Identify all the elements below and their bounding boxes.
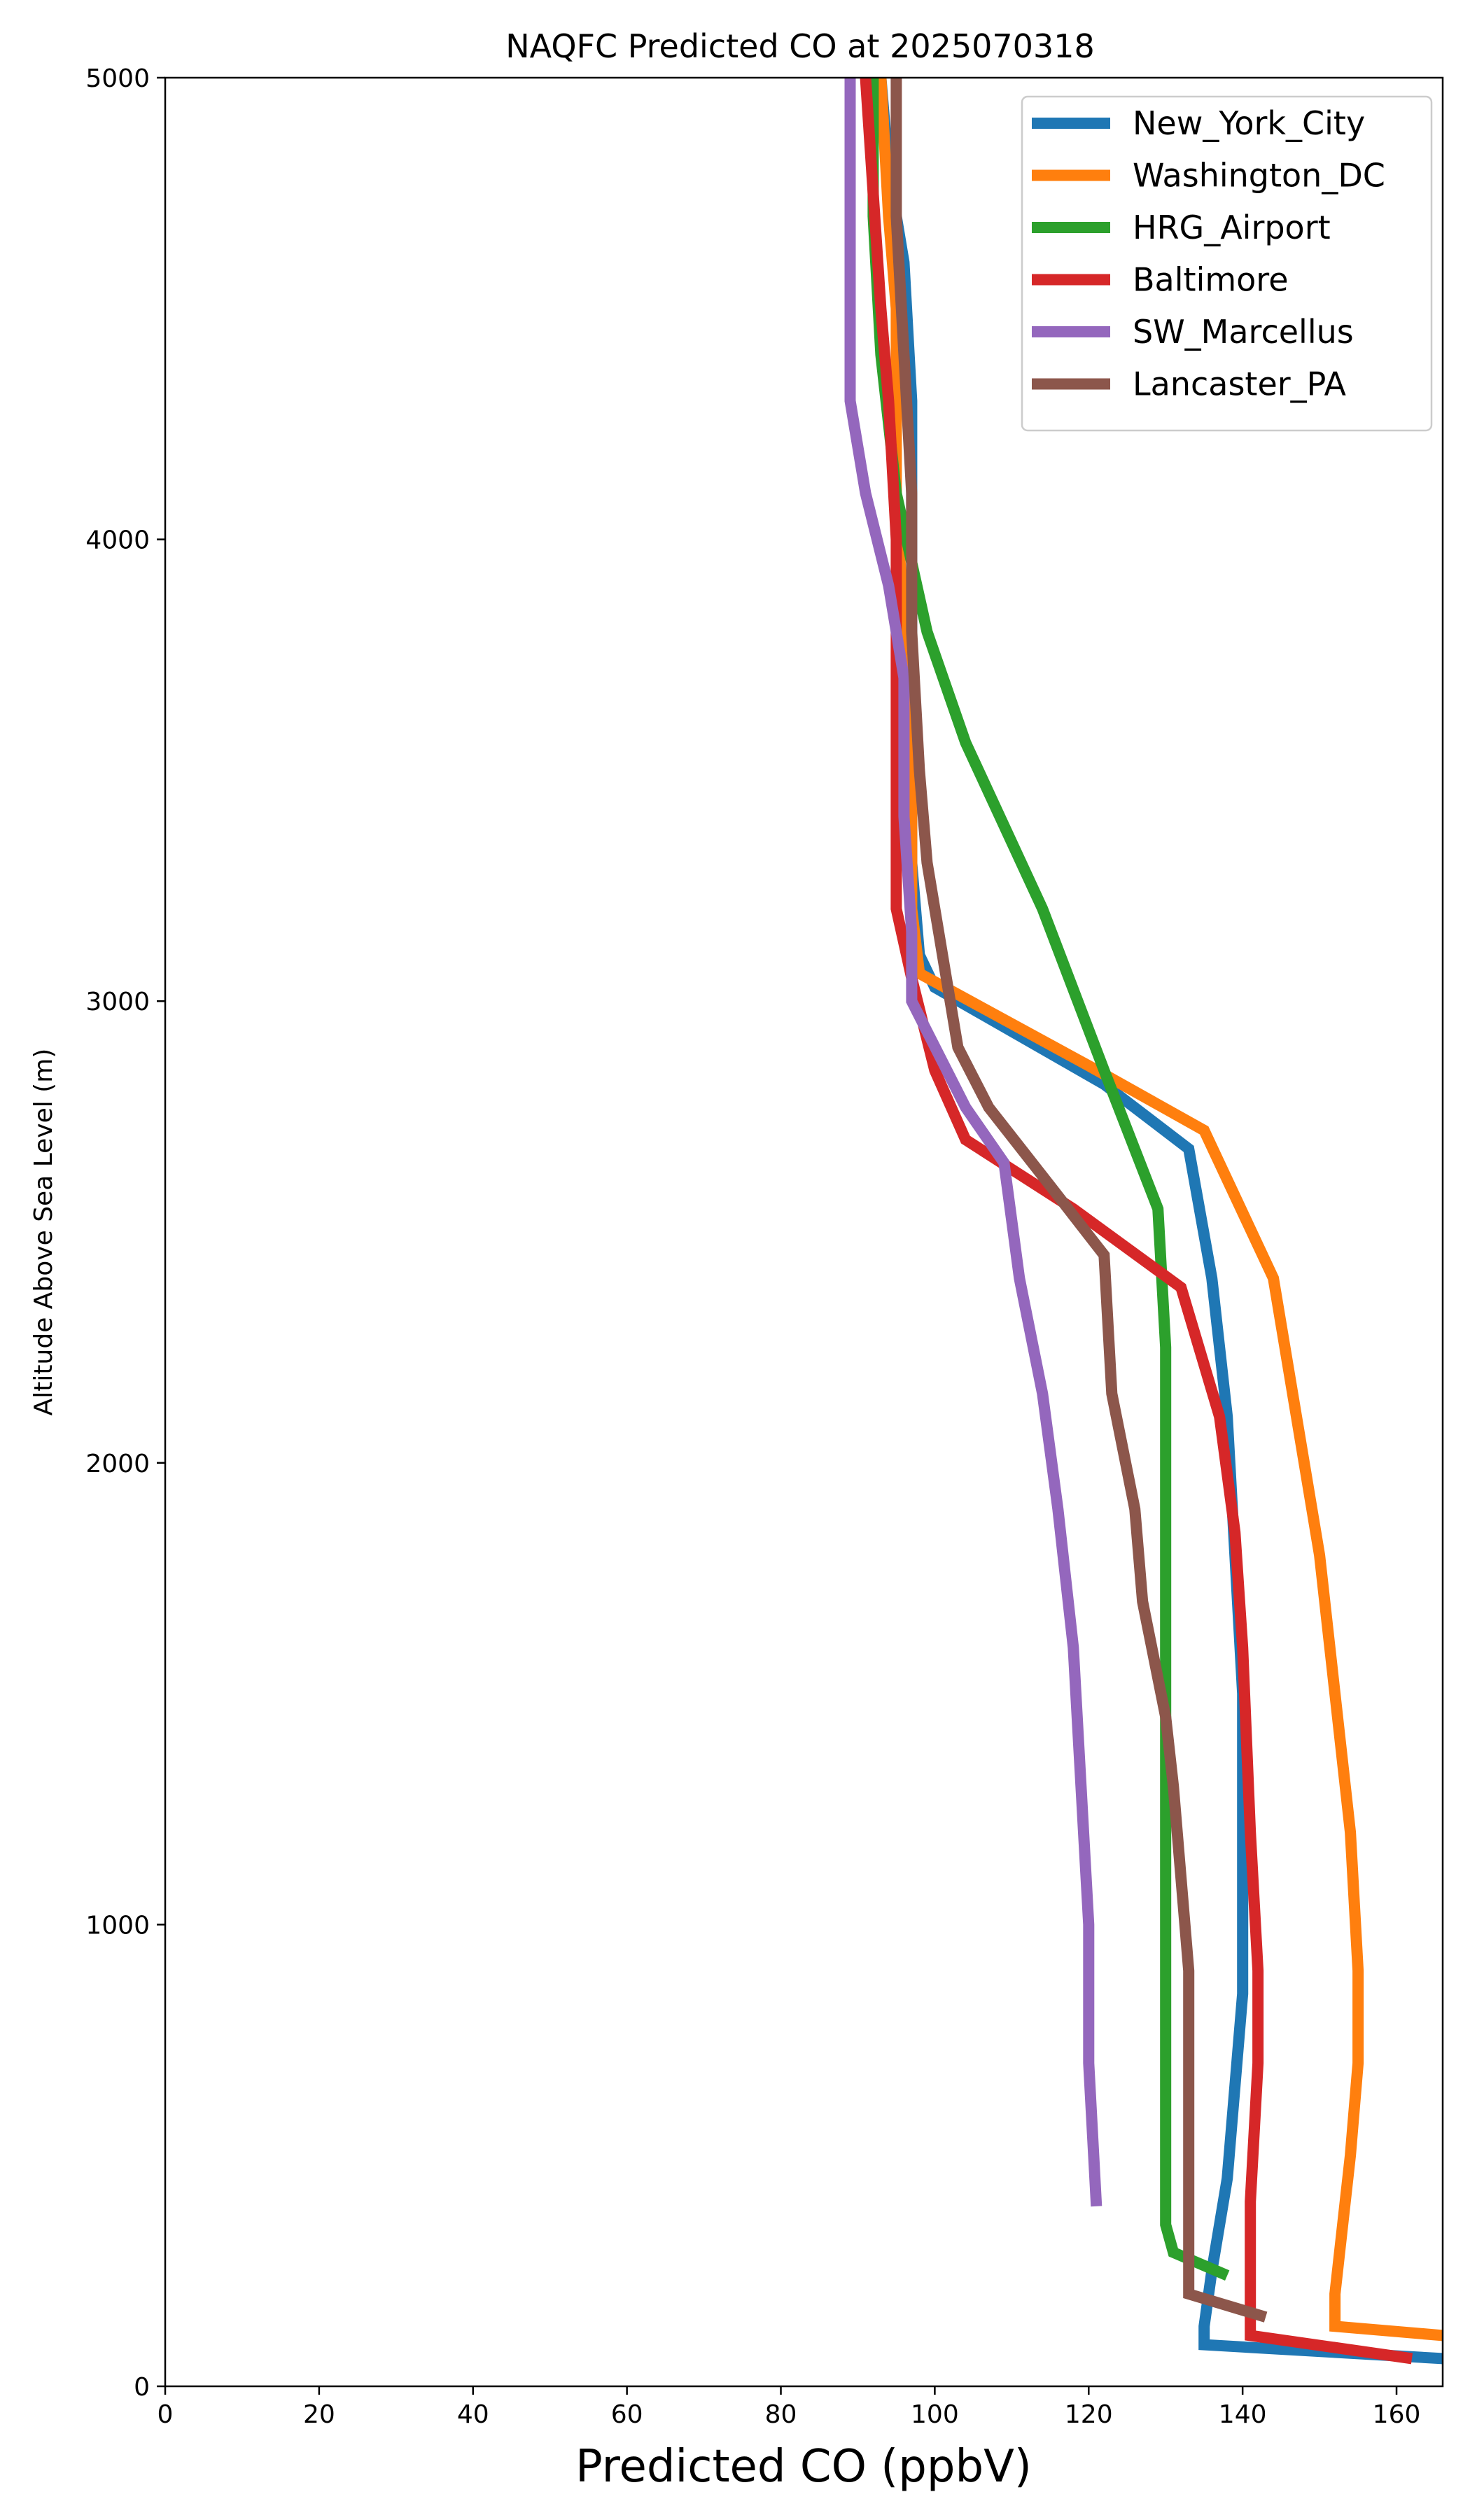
series-line-sw-marcellus [844,78,1102,2207]
legend-label: Baltimore [1133,261,1289,299]
x-axis-label: Predicted CO (ppbV) [575,2441,1032,2493]
x-tick-label: 100 [911,2400,959,2429]
x-tick-label: 20 [303,2400,335,2429]
x-tick-label: 120 [1065,2400,1113,2429]
x-tick-label: 40 [457,2400,489,2429]
series-line-baltimore [860,78,1413,2365]
chart-title: NAQFC Predicted CO at 2025070318 [505,27,1095,65]
y-tick-label: 0 [134,2373,150,2402]
x-axis: 0 20 40 60 80 100 120 140 160 [158,2386,1421,2429]
series-line-lancaster-pa [890,78,1268,2323]
y-tick-label: 2000 [85,1450,150,1478]
y-tick-label: 1000 [85,1911,150,1940]
x-tick-label: 160 [1373,2400,1421,2429]
legend: New_York_City Washington_DC HRG_Airport Bal… [1021,95,1433,432]
x-tick-label: 0 [158,2400,174,2429]
legend-label: SW_Marcellus [1133,313,1354,351]
y-axis-label: Altitude Above Sea Level (m) [29,1049,58,1416]
legend-label: New_York_City [1133,104,1365,142]
x-tick-label: 60 [611,2400,643,2429]
legend-label: Washington_DC [1133,157,1385,195]
legend-box [1021,95,1433,432]
legend-label: Lancaster_PA [1133,365,1346,403]
y-tick-label: 5000 [85,64,150,93]
x-tick-label: 80 [765,2400,797,2429]
x-tick-label: 140 [1219,2400,1267,2429]
y-axis: 0 1000 2000 3000 4000 5000 [85,64,165,2402]
legend-label: HRG_Airport [1133,209,1331,246]
y-tick-label: 3000 [85,988,150,1016]
y-tick-label: 4000 [85,526,150,555]
series-lines [844,78,1443,2365]
plot-frame [164,76,1444,2388]
